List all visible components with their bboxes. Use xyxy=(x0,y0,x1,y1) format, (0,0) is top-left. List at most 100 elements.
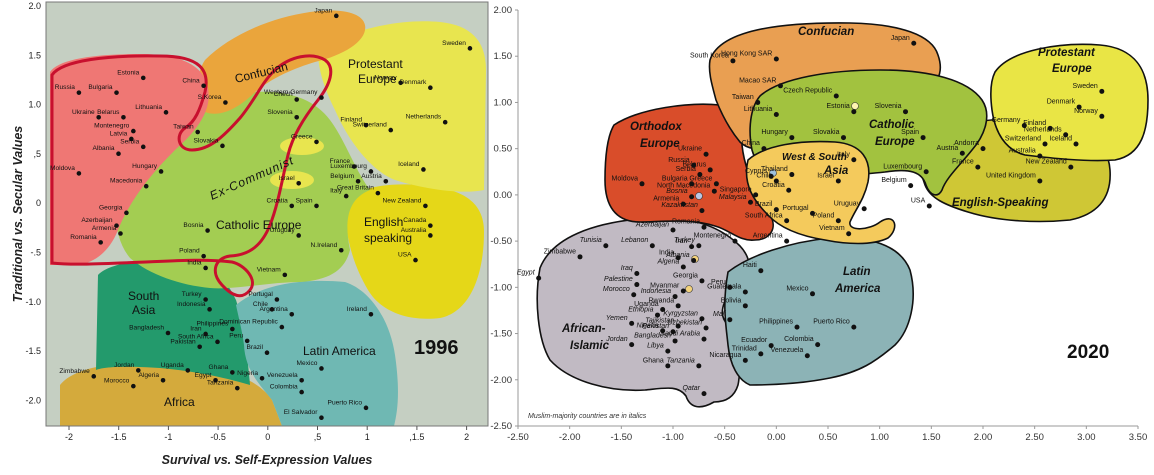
point-1996-poland xyxy=(201,253,206,259)
point-label-2020-guatemala: Guatemala xyxy=(707,283,741,290)
y-tick-label-1996: 1.5 xyxy=(28,50,41,60)
point-label-2020-algeria: Algeria xyxy=(657,258,680,265)
zone-label-protestant-2020a: Protestant xyxy=(1038,47,1096,59)
point-1996-peru xyxy=(244,338,250,344)
point-2020-myanmar xyxy=(680,288,686,294)
point-1996-denmark xyxy=(428,85,433,91)
chart-2020: -2.50 -2.00 -1.50 -1.00 -0.50 0.00 0.50 1.00 1.5… xyxy=(490,5,1149,443)
point-1996-luxembourg xyxy=(368,169,374,174)
point-1996-israel xyxy=(296,180,301,186)
x-tick-label-1996: ,5 xyxy=(314,432,322,442)
point-label-2020-ethiopia: Ethiopia xyxy=(628,307,653,314)
point-label-2020-italy: Italy xyxy=(837,151,850,158)
point-label-2020-qatar: Qatar xyxy=(682,385,700,392)
point-label-2020-ghana: Ghana xyxy=(643,357,664,364)
point-2020-guatemala xyxy=(742,289,748,295)
point-1996-latvia xyxy=(129,136,134,142)
point-label-2020-uzbekistan: Uzbekistan xyxy=(667,320,702,327)
point-label-1996-azerbaijan: Azerbaijan xyxy=(81,217,112,224)
point-2020-poland xyxy=(835,218,841,224)
point-label-1996-iran: Iran xyxy=(190,325,202,332)
point-label-2020-rwanda: Rwanda xyxy=(648,297,674,304)
point-label-2020-belarus: Belarus xyxy=(682,161,706,168)
point-label-1996-uganda: Uganda xyxy=(161,362,184,369)
point-2020-rwanda xyxy=(675,303,681,309)
point-label-2020-uganda: Uganda xyxy=(634,301,659,308)
zone-label-protestant-2020b: Europe xyxy=(1052,63,1092,75)
point-2020-belarus xyxy=(707,167,713,173)
point-label-2020-colombia: Colombia xyxy=(784,336,814,343)
point-label-2020-brazil: Brazil xyxy=(755,201,773,208)
point-1996-austria xyxy=(383,179,389,184)
point-label-1996-western-germany: Western Germany xyxy=(264,89,318,96)
x-tick-label-1996: 0 xyxy=(265,432,270,442)
point-2020-trinidad xyxy=(758,351,764,357)
point-1996-brazil xyxy=(264,350,270,355)
point-label-2020-austria: Austria xyxy=(937,145,959,152)
point-1996-netherlands xyxy=(442,119,448,125)
point-2020-ghana xyxy=(665,363,671,369)
point-label-1996-pakistan: Pakistan xyxy=(170,338,196,345)
point-2020-qatar xyxy=(701,391,707,397)
point-2020-slovakia xyxy=(841,135,846,141)
point-1996-finland xyxy=(363,122,369,128)
point-label-2020-moldova: Moldova xyxy=(612,175,639,182)
point-1996-tanzania xyxy=(235,385,240,391)
point-2020-belgium xyxy=(908,183,914,189)
x-tick-label-1996: ,1.5 xyxy=(409,432,424,442)
point-label-1996-iceland: Iceland xyxy=(398,161,420,168)
point-2020-nicaragua xyxy=(742,357,748,363)
y-ticks-1996: 2.0 1.5 1.0 ,5 0 -.5 -1.0 -1.5 -2.0 xyxy=(25,1,41,405)
zone-protestant-2020 xyxy=(989,43,1149,162)
y-tick-label-1996: 2.0 xyxy=(28,1,41,11)
point-2020-slovenia xyxy=(903,109,908,115)
point-2020-usa xyxy=(926,203,932,209)
zone-label-africa-1996: Africa xyxy=(164,395,195,409)
point-2020-turkey xyxy=(696,243,702,249)
point-label-2020-cyprus: Cyprus xyxy=(745,168,768,175)
point-2020-india xyxy=(675,255,681,261)
point-label-2020-tajikistan: Tajikistan xyxy=(645,318,674,325)
x-tick-label-2020: 0.50 xyxy=(819,432,838,443)
point-label-1996-vietnam: Vietnam xyxy=(257,266,282,273)
point-2020-uganda xyxy=(660,307,666,313)
point-1996-pakistan xyxy=(197,344,202,350)
point-2020-egypt xyxy=(536,275,542,281)
x-tick-label-1996: 2 xyxy=(464,432,469,442)
point-label-2020-israel: Israel xyxy=(817,173,835,180)
point-1996-iceland xyxy=(421,167,426,172)
point-label-1996-armenia: Armenia xyxy=(92,225,117,232)
point-2020-ecuador xyxy=(768,343,774,349)
point-label-2020-czech-republic: Czech Republic xyxy=(783,87,833,94)
zone-label-english-1996a: English xyxy=(364,215,403,229)
point-1996-romania xyxy=(98,240,103,245)
point-1996-montenegro xyxy=(131,128,136,134)
y-tick-label-2020: -2.50 xyxy=(490,421,512,432)
x-tick-label-2020: 1.00 xyxy=(870,432,889,443)
point-label-1996-zimbabwe: Zimbabwe xyxy=(59,368,90,375)
point-label-2020-poland: Poland xyxy=(813,212,835,219)
point-1996-philippines xyxy=(230,326,235,332)
point-label-1996-egypt: Egypt xyxy=(195,372,212,379)
point-label-2020-egypt: Egypt xyxy=(517,270,536,277)
zone-south-asia-1996 xyxy=(96,260,250,385)
point-2020-united-kingdom xyxy=(1037,178,1043,184)
point-2020-greece xyxy=(713,181,719,187)
point-label-1996-norway: Norway xyxy=(374,74,397,81)
point-2020-vietnam xyxy=(846,231,852,237)
point-1996-greece xyxy=(314,139,319,145)
point-label-2020-sweden: Sweden xyxy=(1073,83,1098,90)
point-label-2020-uruguay: Uruguay xyxy=(834,200,861,207)
point-2020-netherlands xyxy=(1063,132,1069,138)
point-label-1996-brazil: Brazil xyxy=(247,344,264,351)
zone-label-protestant-1996a: Protestant xyxy=(348,57,403,71)
point-label-2020-serbia: Serbia xyxy=(676,166,696,173)
point-2020-peru xyxy=(727,284,733,290)
zone-label-protestant-1996b: Europe xyxy=(358,72,397,86)
x-tick-label-2020: -0.50 xyxy=(714,432,736,443)
marker-estonia-2020 xyxy=(851,102,859,110)
point-label-1996-greece: Greece xyxy=(291,133,313,140)
point-label-2020-mexico: Mexico xyxy=(786,285,808,292)
point-label-2020-vietnam: Vietnam xyxy=(819,225,845,232)
point-label-2020-ukraine: Ukraine xyxy=(678,146,702,153)
